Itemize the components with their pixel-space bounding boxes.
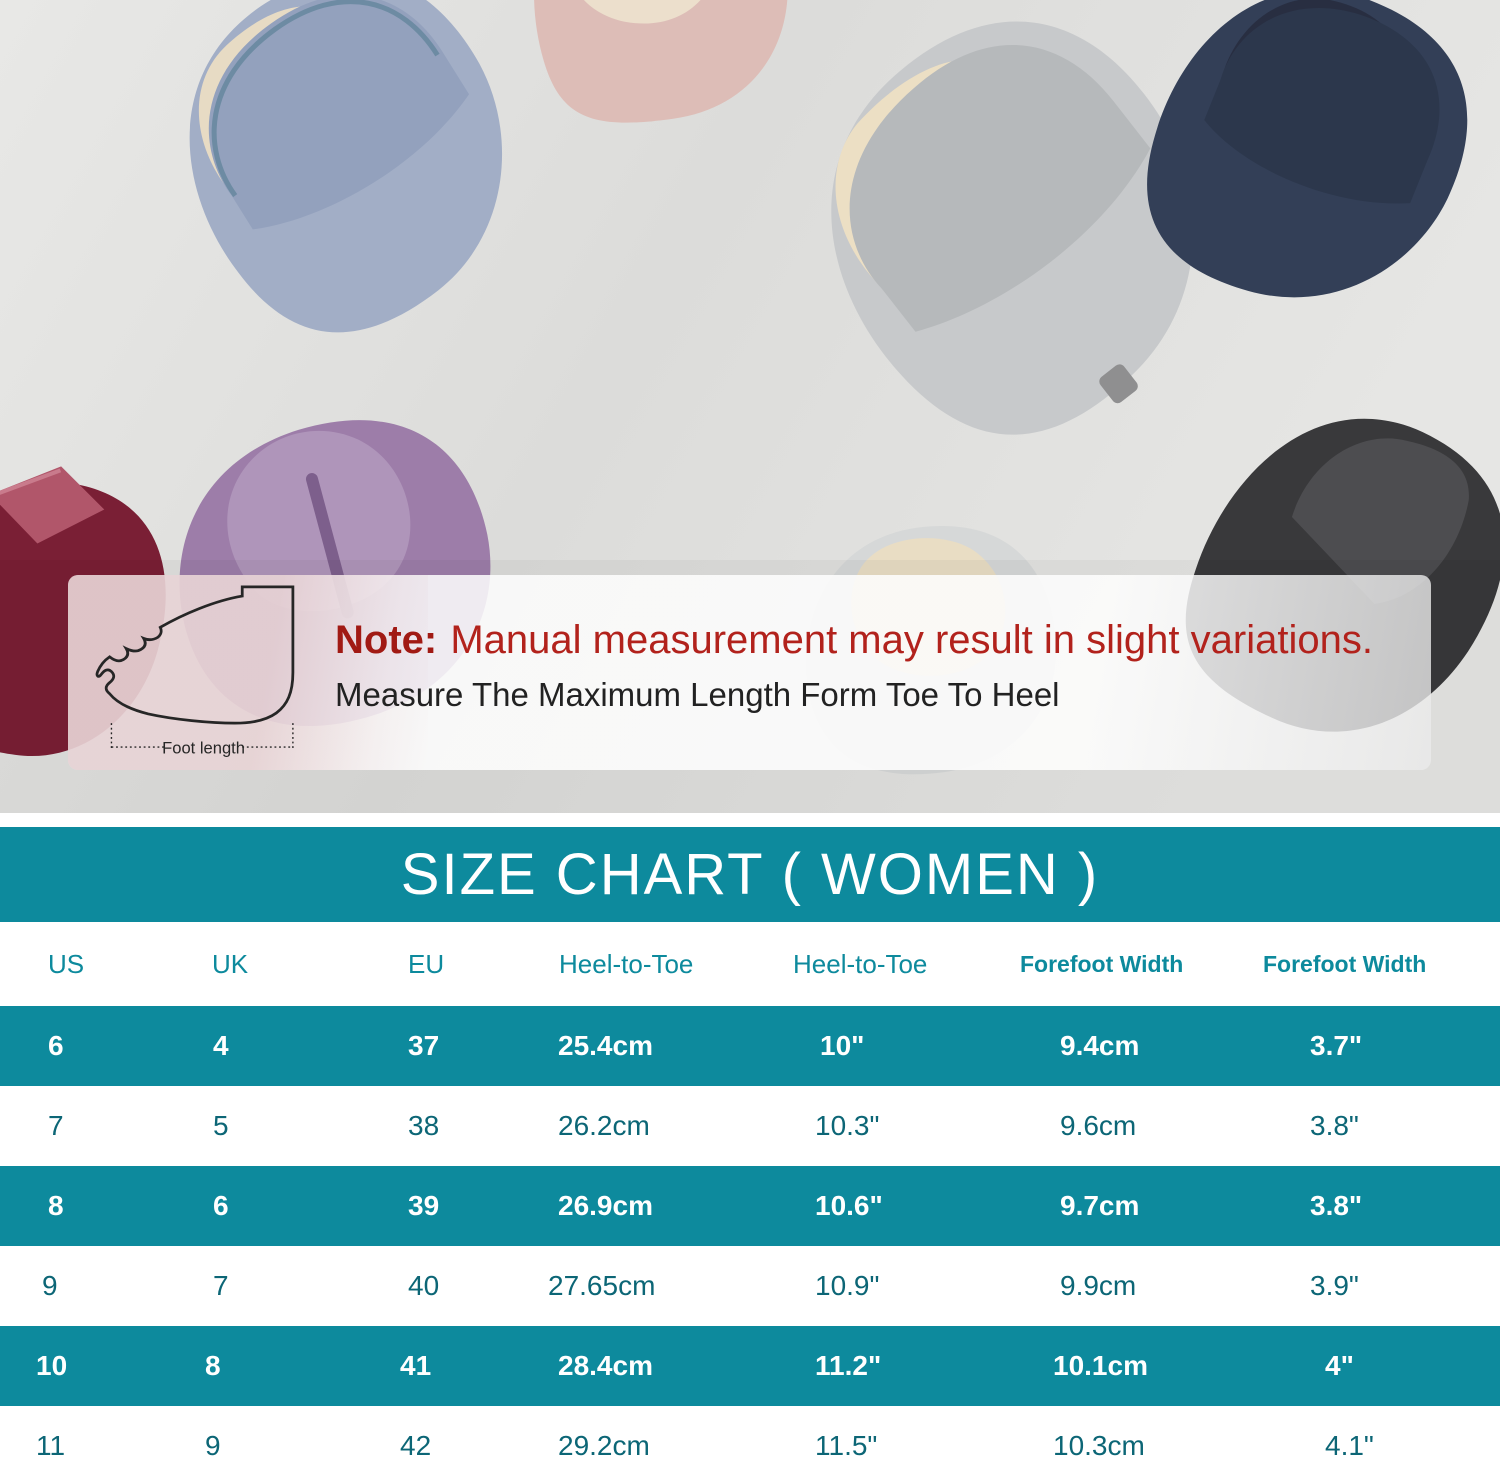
svg-text:Foot length: Foot length <box>162 739 245 758</box>
